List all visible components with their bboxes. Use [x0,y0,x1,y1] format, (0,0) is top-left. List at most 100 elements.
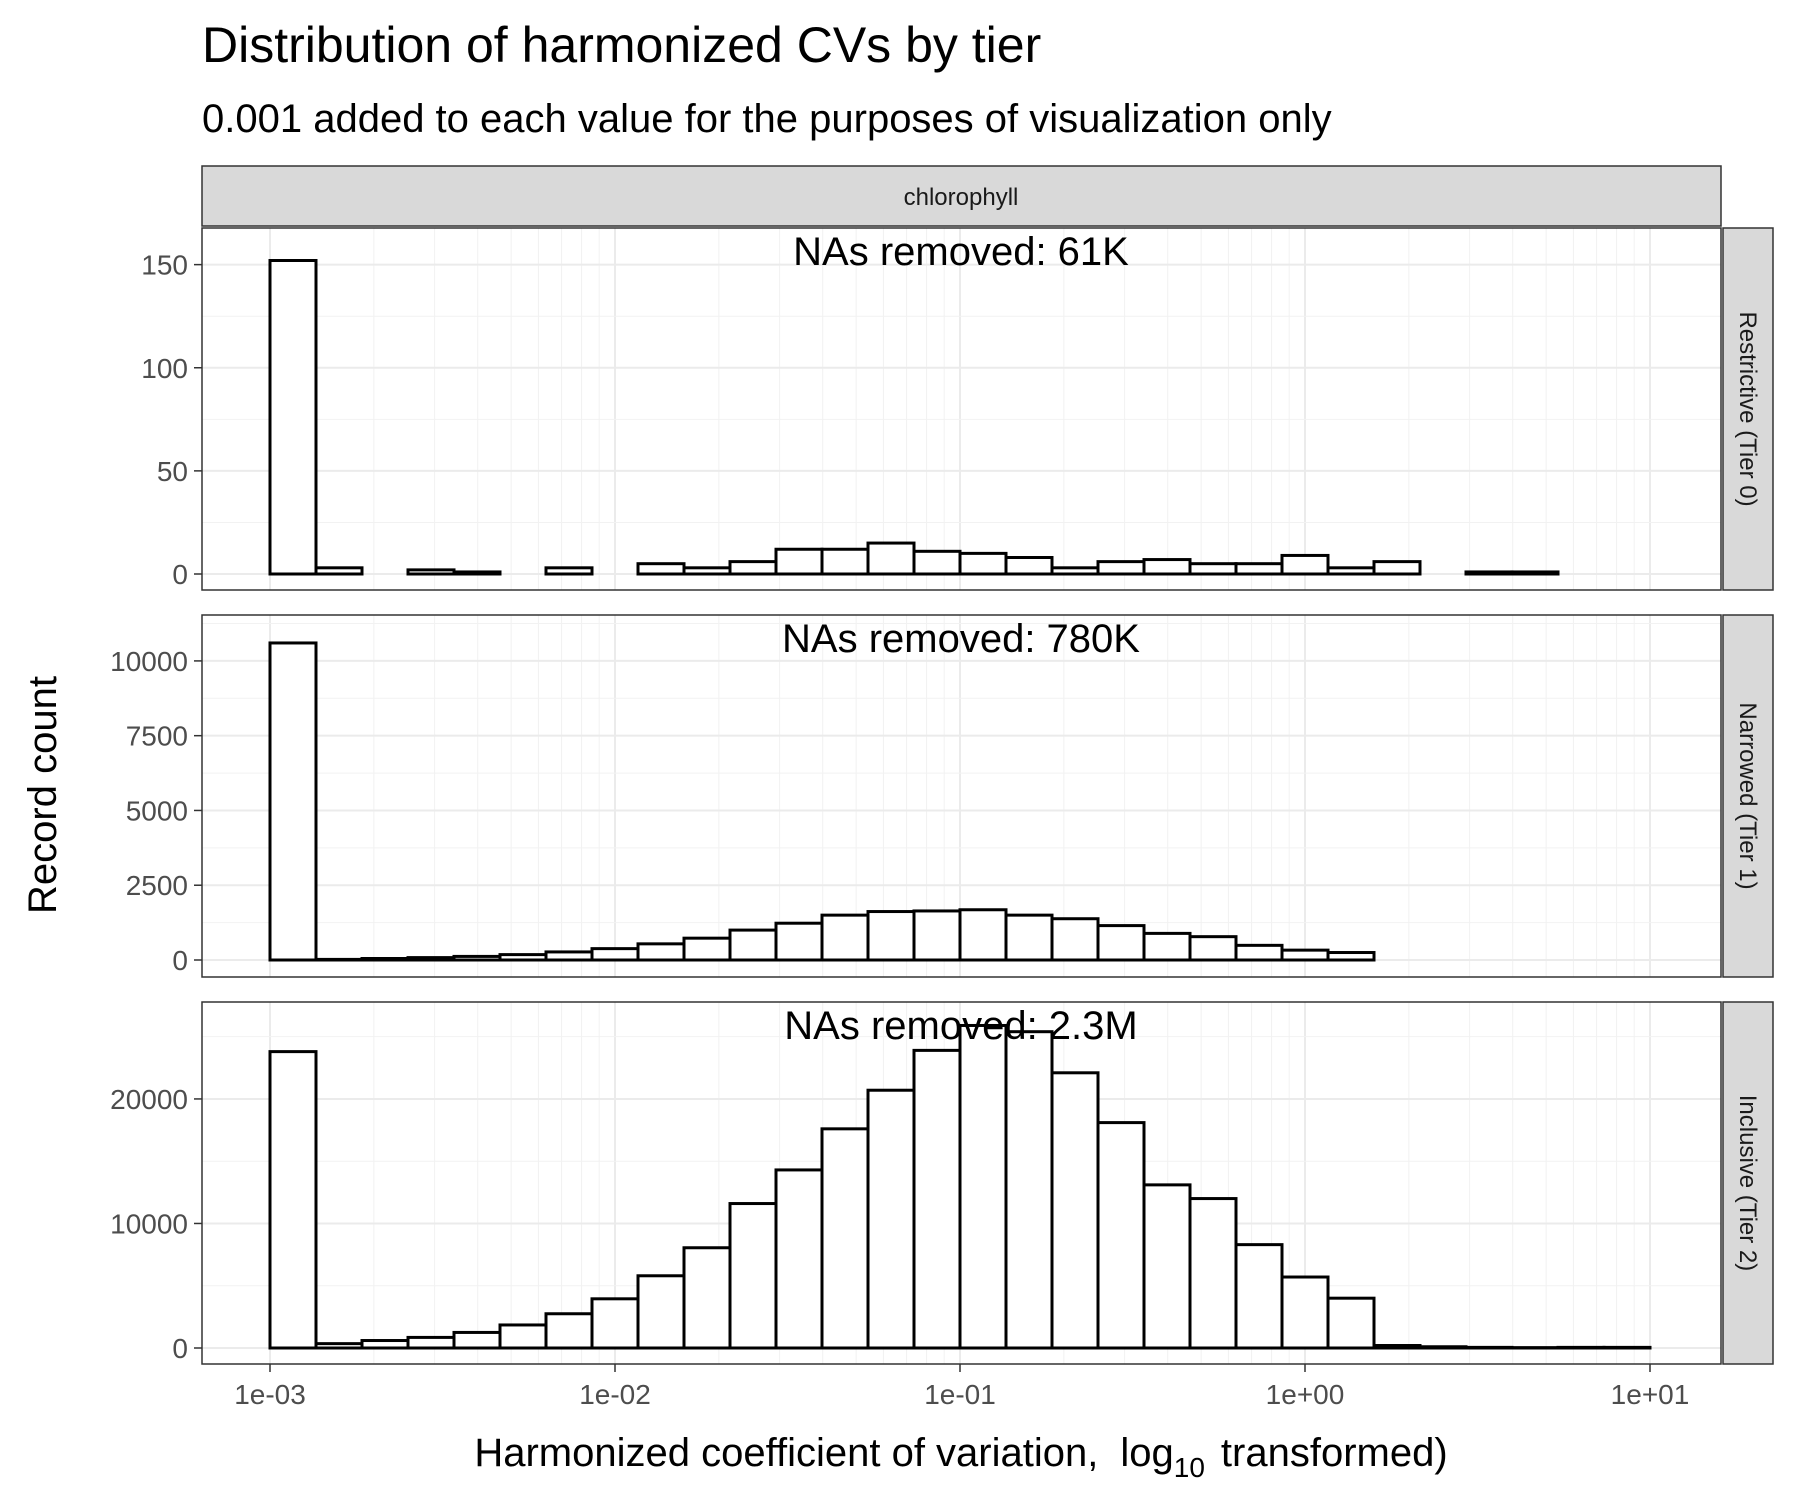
y-tick-label: 20000 [110,1084,188,1115]
histogram-bar [1328,1298,1374,1348]
y-tick-label: 0 [172,945,188,976]
histogram-bar [684,568,730,574]
x-tick-label: 1e+00 [1266,1379,1345,1410]
histogram-bar [1190,937,1236,960]
histogram-bar [730,1204,776,1348]
histogram-bar [1144,560,1190,574]
histogram-bar [1006,558,1052,575]
na-removed-annotation: NAs removed: 61K [793,230,1129,274]
chart-title: Distribution of harmonized CVs by tier [202,17,1041,73]
histogram-bar [270,261,316,575]
histogram-bar [960,910,1006,960]
histogram-bar [1144,1185,1190,1348]
histogram-bar [270,643,316,960]
histogram-bar [1282,950,1328,960]
na-removed-annotation: NAs removed: 780K [782,617,1140,661]
histogram-bar [454,956,500,960]
histogram-bar [546,952,592,960]
histogram-bar [1420,1347,1466,1348]
histogram-bar [914,911,960,960]
histogram-bar [362,959,408,960]
histogram-bar [500,955,546,960]
histogram-bar [592,1299,638,1348]
histogram-bar [1006,1032,1052,1348]
histogram-bar [546,568,592,574]
x-axis-title-main: Harmonized coefficient of variation, [474,1431,1098,1475]
histogram-bar [1558,1347,1604,1348]
histogram-bar [1236,945,1282,960]
histogram-bar [546,1314,592,1348]
x-axis-title-end: transformed) [1221,1431,1448,1475]
histogram-bar [868,1090,914,1348]
y-tick-label: 100 [141,353,188,384]
row-strip-label: Inclusive (Tier 2) [1734,1095,1761,1271]
y-tick-label: 0 [172,1333,188,1364]
y-tick-label: 0 [172,559,188,590]
histogram-bar [868,543,914,574]
histogram-bar [638,944,684,960]
row-strip-label: Narrowed (Tier 1) [1734,702,1761,889]
histogram-bar [454,572,500,574]
histogram-bar [776,1170,822,1348]
histogram-bar [1052,1073,1098,1348]
y-tick-label: 2500 [126,870,188,901]
histogram-bar [638,1276,684,1348]
y-tick-label: 7500 [126,721,188,752]
histogram-bar [1052,919,1098,960]
histogram-bar [960,1025,1006,1348]
histogram-bar [1236,564,1282,574]
histogram-bar [960,553,1006,574]
histogram-bar [408,570,454,574]
histogram-bar [822,915,868,960]
histogram-bar [1236,1245,1282,1348]
histogram-bar [1282,1277,1328,1348]
x-axis-title-log: log [1120,1431,1173,1475]
x-axis-title-subscript: 10 [1174,1452,1205,1483]
histogram-bar [822,549,868,574]
histogram-bar [1052,568,1098,574]
histogram-bar [822,1129,868,1348]
histogram-bar [270,1052,316,1348]
y-tick-label: 10000 [110,1208,188,1239]
histogram-bar [1006,915,1052,960]
histogram-bar [776,923,822,960]
histogram-bar [316,1344,362,1348]
histogram-bar [408,1337,454,1348]
histogram-bar [500,1325,546,1348]
y-tick-label: 10000 [110,646,188,677]
y-tick-label: 5000 [126,795,188,826]
histogram-bar [1328,953,1374,960]
histogram-bar [1144,933,1190,960]
x-tick-label: 1e-03 [234,1379,306,1410]
histogram-bar [1098,926,1144,960]
x-tick-label: 1e-01 [924,1379,996,1410]
histogram-bar [454,1332,500,1348]
histogram-bar [1466,572,1512,574]
histogram-bar [684,938,730,960]
histogram-bar [1282,555,1328,574]
row-strip-label: Restrictive (Tier 0) [1734,311,1761,506]
histogram-bar [914,551,960,574]
y-axis-title: Record count [21,676,65,914]
histogram-bar [1098,562,1144,574]
histogram-bar [592,949,638,960]
histogram-bar [316,568,362,574]
facet-strip-label: chlorophyll [904,184,1019,211]
histogram-bar [776,549,822,574]
histogram-bar [1374,1346,1420,1348]
histogram-bar [1374,562,1420,574]
histogram-bar [1190,564,1236,574]
histogram-bar [868,912,914,960]
x-tick-label: 1e-02 [579,1379,651,1410]
histogram-bar [316,959,362,960]
histogram-bar [1098,1123,1144,1348]
histogram-bar [730,930,776,960]
histogram-bar [1190,1199,1236,1348]
x-tick-label: 1e+01 [1611,1379,1690,1410]
histogram-bar [362,1341,408,1348]
